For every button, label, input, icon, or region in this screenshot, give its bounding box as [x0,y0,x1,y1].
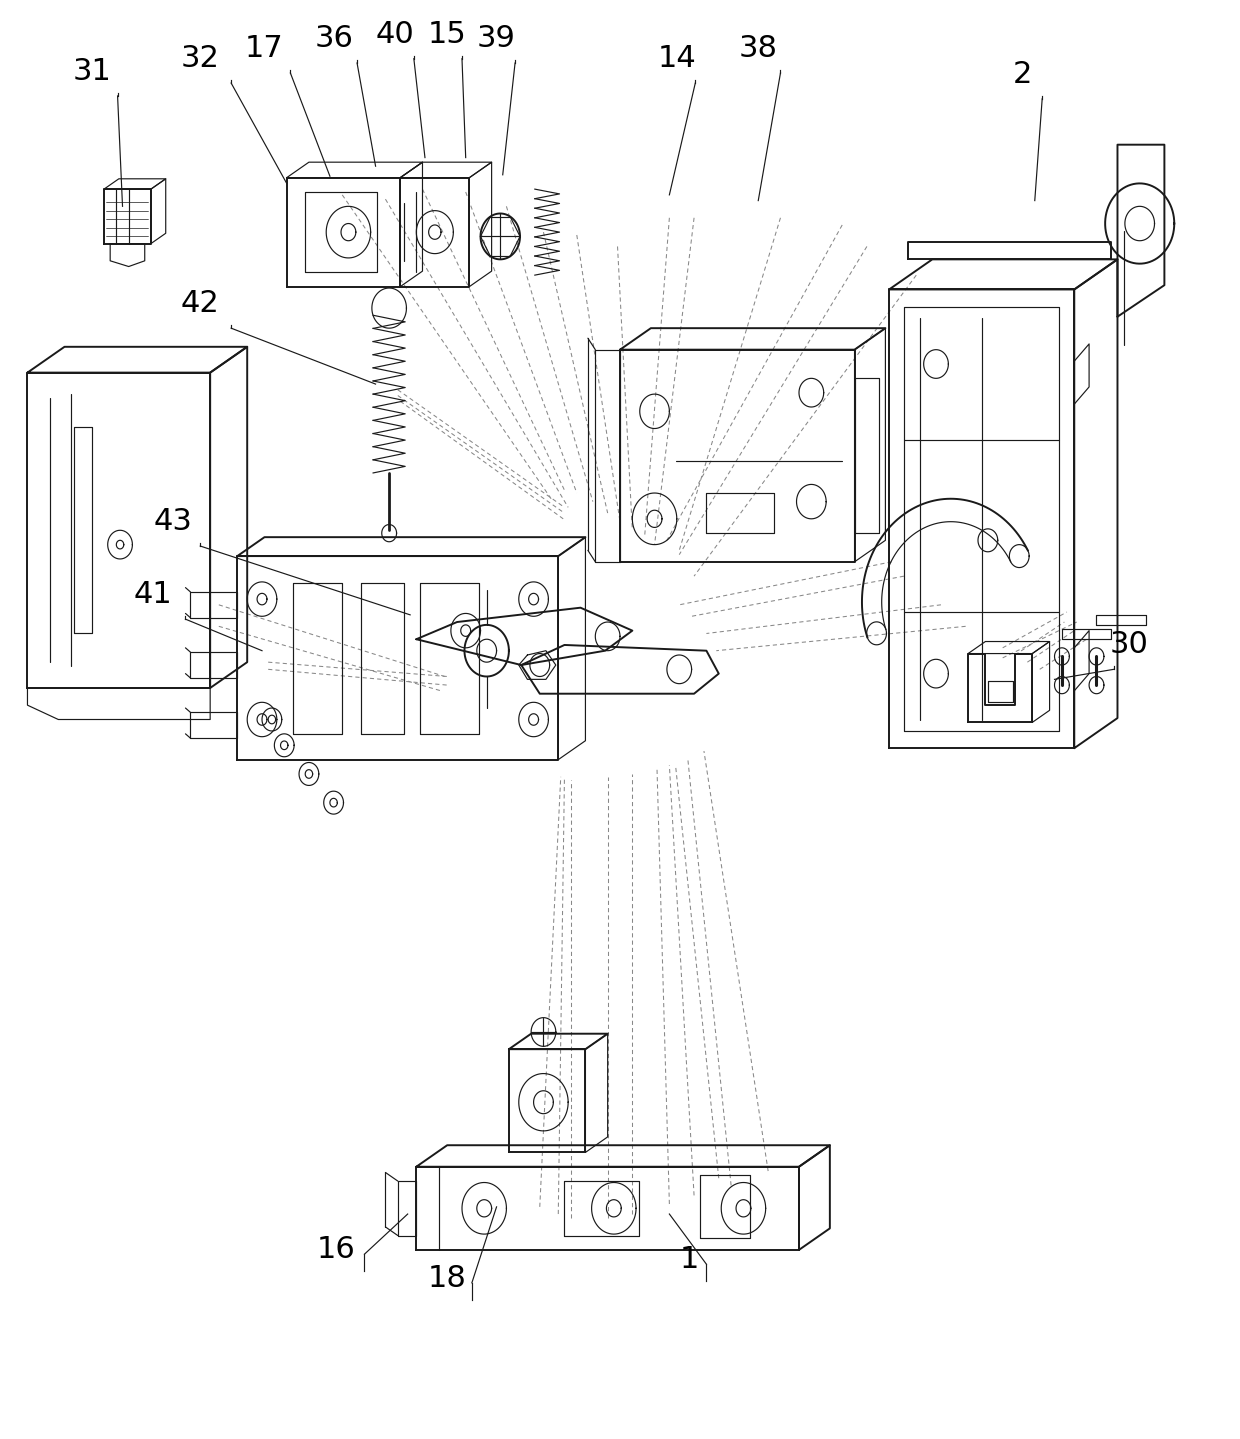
Text: 41: 41 [134,580,172,609]
Text: 18: 18 [428,1263,466,1292]
Text: 15: 15 [428,20,466,49]
Text: 16: 16 [316,1235,356,1265]
Text: 31: 31 [72,58,112,86]
Text: 42: 42 [181,289,219,318]
Text: 32: 32 [181,45,219,73]
Text: 40: 40 [376,20,414,49]
Text: 36: 36 [314,24,353,53]
Text: 1: 1 [680,1245,699,1275]
Text: 2: 2 [1013,60,1032,89]
Text: 17: 17 [246,35,284,63]
Text: 39: 39 [477,24,516,53]
Text: 43: 43 [154,507,192,535]
Text: 30: 30 [1109,630,1148,659]
Text: 38: 38 [739,35,777,63]
Text: 14: 14 [657,45,696,73]
